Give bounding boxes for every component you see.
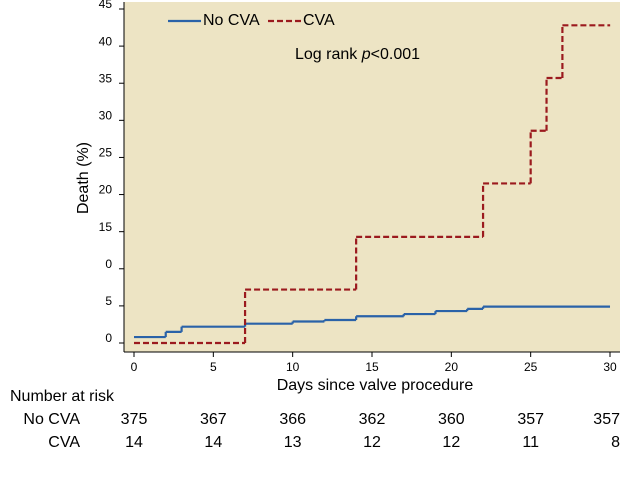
y-tick-label: 5 bbox=[105, 294, 112, 308]
risk-value: 357 bbox=[593, 411, 620, 428]
legend-label: No CVA bbox=[203, 12, 260, 29]
legend-label: CVA bbox=[303, 12, 335, 29]
annotation-text: <0.001 bbox=[371, 46, 420, 63]
y-tick-label: 0 bbox=[105, 257, 112, 271]
y-tick-label: 0 bbox=[105, 331, 112, 345]
x-tick-label: 0 bbox=[131, 360, 138, 374]
x-tick-label: 5 bbox=[210, 360, 217, 374]
risk-row-label: CVA bbox=[48, 434, 80, 451]
risk-value: 357 bbox=[517, 411, 544, 428]
risk-value: 14 bbox=[125, 434, 143, 451]
risk-value: 367 bbox=[200, 411, 227, 428]
y-tick-label: 45 bbox=[99, 0, 113, 11]
annotation-italic: p bbox=[361, 46, 371, 63]
y-tick-label: 35 bbox=[99, 71, 113, 85]
y-tick-label: 40 bbox=[99, 34, 113, 48]
risk-value: 8 bbox=[611, 434, 620, 451]
x-tick-label: 10 bbox=[286, 360, 300, 374]
y-tick-label: 20 bbox=[99, 183, 113, 197]
y-axis-label: Death (%) bbox=[75, 142, 92, 214]
x-tick-label: 20 bbox=[445, 360, 459, 374]
risk-value: 362 bbox=[359, 411, 386, 428]
y-tick-label: 25 bbox=[99, 146, 113, 160]
risk-value: 11 bbox=[522, 434, 539, 451]
risk-value: 12 bbox=[363, 434, 381, 451]
risk-value: 14 bbox=[204, 434, 222, 451]
risk-value: 366 bbox=[279, 411, 306, 428]
x-tick-label: 25 bbox=[524, 360, 538, 374]
risk-value: 13 bbox=[284, 434, 302, 451]
x-tick-label: 30 bbox=[603, 360, 617, 374]
risk-value: 12 bbox=[442, 434, 460, 451]
annotation: Log rank p<0.001 bbox=[295, 46, 420, 63]
risk-value: 360 bbox=[438, 411, 465, 428]
risk-title: Number at risk bbox=[10, 388, 115, 405]
annotation-text: Log rank bbox=[295, 46, 362, 63]
risk-row-label: No CVA bbox=[23, 411, 80, 428]
x-tick-label: 15 bbox=[365, 360, 379, 374]
y-tick-label: 30 bbox=[99, 109, 113, 123]
x-axis-label: Days since valve procedure bbox=[277, 377, 474, 394]
plot-background bbox=[124, 2, 620, 352]
risk-value: 375 bbox=[121, 411, 148, 428]
y-tick-label: 15 bbox=[99, 220, 113, 234]
